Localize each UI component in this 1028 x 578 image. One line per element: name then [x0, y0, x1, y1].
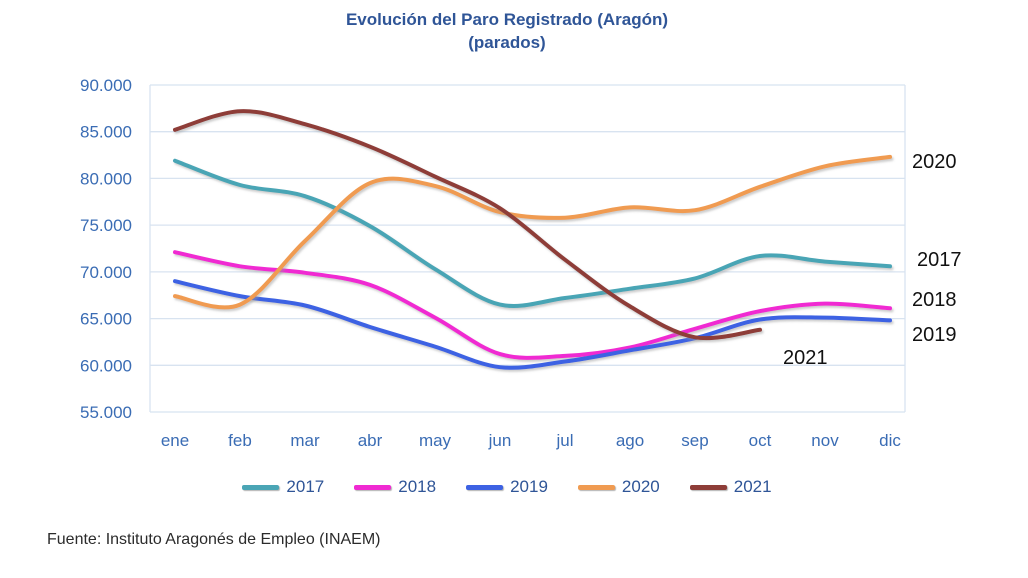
x-axis-tick-label: may — [419, 431, 452, 450]
chart-title-line1: Evolución del Paro Registrado (Aragón) — [345, 10, 669, 29]
x-axis-tick-label: ago — [616, 431, 644, 450]
series-line-2021 — [173, 109, 762, 341]
x-axis-tick-label: oct — [749, 431, 772, 450]
x-axis-tick-label: nov — [811, 431, 839, 450]
series-line-2017 — [173, 158, 892, 309]
y-axis-tick-label: 90.000 — [80, 76, 132, 95]
chart-legend: 2017 2018 2019 2020 2021 — [0, 477, 1014, 497]
chart-title-line2: (parados) — [468, 33, 546, 52]
x-axis-tick-label: sep — [681, 431, 708, 450]
legend-label-2020: 2020 — [621, 477, 660, 496]
x-axis-tick-label: jul — [555, 431, 573, 450]
legend-item-2021: 2021 — [689, 477, 772, 497]
series-line-2018 — [173, 250, 892, 360]
series-year-label-2018: 2018 — [912, 289, 957, 311]
chart-title: Evolución del Paro Registrado (Aragón) (… — [0, 8, 1014, 54]
y-axis-tick-label: 55.000 — [80, 403, 132, 422]
legend-item-2017: 2017 — [242, 477, 324, 497]
x-axis-tick-label: dic — [879, 431, 901, 450]
legend-label-2021: 2021 — [733, 477, 772, 496]
y-axis-tick-label: 75.000 — [80, 216, 132, 235]
x-axis-tick-label: abr — [358, 431, 383, 450]
legend-swatch-2018 — [354, 484, 392, 490]
legend-swatch-2020 — [577, 484, 615, 490]
legend-item-2019: 2019 — [466, 477, 548, 497]
y-axis-tick-label: 70.000 — [80, 263, 132, 282]
legend-label-2019: 2019 — [510, 477, 548, 496]
legend-label-2017: 2017 — [286, 477, 325, 496]
source-footnote: Fuente: Instituto Aragonés de Empleo (IN… — [47, 531, 381, 548]
legend-swatch-2019 — [466, 484, 504, 490]
y-axis-tick-label: 80.000 — [80, 169, 132, 188]
x-axis-tick-label: ene — [161, 431, 189, 450]
series-year-label-2019: 2019 — [912, 324, 957, 346]
series-year-label-2021: 2021 — [783, 347, 828, 369]
legend-item-2020: 2020 — [577, 477, 660, 497]
y-axis-tick-label: 65.000 — [80, 310, 132, 329]
series-line-2020 — [173, 154, 892, 310]
legend-item-2018: 2018 — [354, 477, 436, 497]
x-axis-tick-label: feb — [228, 431, 252, 450]
series-year-label-2020: 2020 — [912, 151, 957, 173]
y-axis-tick-label: 60.000 — [80, 356, 132, 375]
legend-label-2018: 2018 — [398, 477, 437, 496]
series-line-2019 — [173, 279, 892, 370]
x-axis-tick-label: jun — [488, 431, 512, 450]
legend-swatch-2021 — [689, 484, 727, 490]
series-year-label-2017: 2017 — [917, 249, 962, 271]
y-axis-tick-label: 85.000 — [80, 123, 132, 142]
legend-swatch-2017 — [242, 484, 280, 490]
x-axis-tick-label: mar — [290, 431, 320, 450]
